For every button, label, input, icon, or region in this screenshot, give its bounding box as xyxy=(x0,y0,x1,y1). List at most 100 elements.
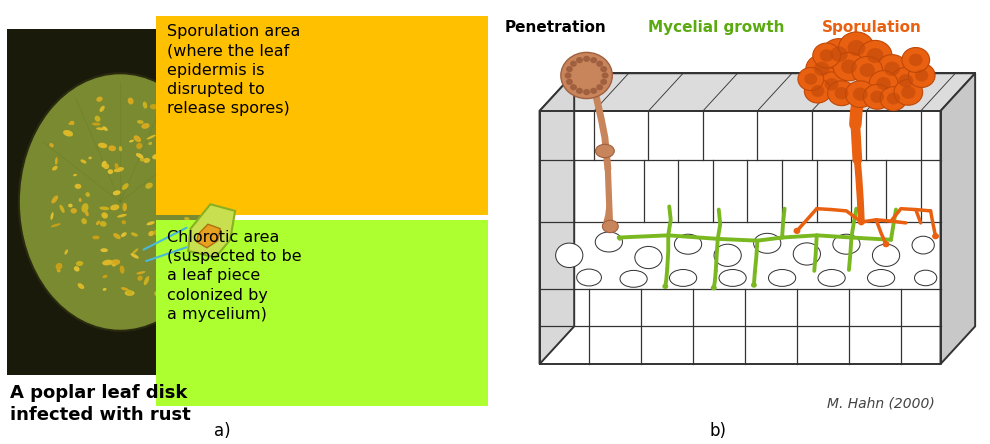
Ellipse shape xyxy=(123,203,127,211)
Ellipse shape xyxy=(158,182,166,189)
Ellipse shape xyxy=(101,212,108,218)
Circle shape xyxy=(600,66,607,72)
Ellipse shape xyxy=(867,270,895,286)
Ellipse shape xyxy=(121,232,127,237)
Circle shape xyxy=(828,81,855,106)
Ellipse shape xyxy=(170,252,174,260)
Circle shape xyxy=(596,84,603,90)
Circle shape xyxy=(798,67,824,91)
Ellipse shape xyxy=(114,167,124,172)
Ellipse shape xyxy=(96,97,103,102)
Polygon shape xyxy=(188,204,236,258)
Ellipse shape xyxy=(95,115,100,122)
Circle shape xyxy=(825,78,839,91)
Ellipse shape xyxy=(92,123,101,126)
Ellipse shape xyxy=(171,164,176,169)
Ellipse shape xyxy=(85,192,90,197)
Ellipse shape xyxy=(59,205,64,213)
Ellipse shape xyxy=(74,184,81,189)
Text: M. Hahn (2000): M. Hahn (2000) xyxy=(828,396,935,411)
Ellipse shape xyxy=(602,220,618,233)
Ellipse shape xyxy=(117,214,127,218)
Ellipse shape xyxy=(113,233,121,239)
Ellipse shape xyxy=(50,223,60,227)
Circle shape xyxy=(576,88,583,94)
Polygon shape xyxy=(197,224,220,248)
Circle shape xyxy=(842,59,856,74)
Circle shape xyxy=(831,47,847,62)
Ellipse shape xyxy=(195,169,199,176)
Ellipse shape xyxy=(872,244,900,266)
Ellipse shape xyxy=(719,270,746,286)
Ellipse shape xyxy=(112,264,116,266)
Ellipse shape xyxy=(50,212,53,220)
Ellipse shape xyxy=(171,135,178,143)
Ellipse shape xyxy=(113,190,121,195)
Circle shape xyxy=(583,89,590,95)
Ellipse shape xyxy=(110,259,120,266)
Ellipse shape xyxy=(136,153,144,158)
Ellipse shape xyxy=(52,166,57,170)
Ellipse shape xyxy=(70,121,74,125)
Ellipse shape xyxy=(140,157,145,162)
Circle shape xyxy=(867,48,883,63)
Ellipse shape xyxy=(165,124,169,129)
Ellipse shape xyxy=(102,161,107,167)
Ellipse shape xyxy=(714,244,742,266)
Circle shape xyxy=(901,86,916,99)
Ellipse shape xyxy=(100,221,107,227)
Ellipse shape xyxy=(55,157,57,165)
Ellipse shape xyxy=(753,234,781,254)
Ellipse shape xyxy=(179,182,189,186)
Ellipse shape xyxy=(127,290,133,295)
Ellipse shape xyxy=(74,266,79,272)
Circle shape xyxy=(566,79,573,85)
Ellipse shape xyxy=(120,266,125,274)
Circle shape xyxy=(932,233,939,239)
Ellipse shape xyxy=(81,218,87,224)
Ellipse shape xyxy=(191,160,194,164)
Circle shape xyxy=(870,91,884,103)
Circle shape xyxy=(818,72,845,97)
Circle shape xyxy=(570,61,577,67)
Ellipse shape xyxy=(144,276,149,285)
Ellipse shape xyxy=(161,264,165,271)
Circle shape xyxy=(858,40,892,71)
Ellipse shape xyxy=(128,98,134,104)
Ellipse shape xyxy=(596,144,614,158)
Circle shape xyxy=(902,48,930,72)
Ellipse shape xyxy=(169,190,177,196)
Ellipse shape xyxy=(153,230,157,235)
Ellipse shape xyxy=(110,204,120,210)
Ellipse shape xyxy=(108,169,113,174)
Circle shape xyxy=(820,49,834,62)
Circle shape xyxy=(899,74,914,87)
Circle shape xyxy=(835,87,848,99)
Ellipse shape xyxy=(768,270,796,286)
Ellipse shape xyxy=(818,270,845,286)
Ellipse shape xyxy=(51,195,58,203)
Ellipse shape xyxy=(182,186,190,190)
Ellipse shape xyxy=(100,106,105,112)
Circle shape xyxy=(883,241,889,247)
Ellipse shape xyxy=(50,143,53,147)
Ellipse shape xyxy=(103,275,108,278)
Circle shape xyxy=(915,69,929,82)
Ellipse shape xyxy=(576,269,601,286)
Circle shape xyxy=(570,84,577,90)
Circle shape xyxy=(880,87,907,111)
Ellipse shape xyxy=(79,198,81,202)
Ellipse shape xyxy=(174,235,179,238)
FancyBboxPatch shape xyxy=(540,111,940,364)
FancyBboxPatch shape xyxy=(156,16,487,215)
Ellipse shape xyxy=(674,234,702,254)
Text: Penetration: Penetration xyxy=(505,20,607,35)
Polygon shape xyxy=(540,73,574,364)
Ellipse shape xyxy=(915,270,937,286)
Circle shape xyxy=(806,55,838,83)
Circle shape xyxy=(909,63,935,87)
Circle shape xyxy=(576,57,583,63)
Ellipse shape xyxy=(152,154,160,159)
Ellipse shape xyxy=(115,163,119,169)
Circle shape xyxy=(847,40,865,56)
